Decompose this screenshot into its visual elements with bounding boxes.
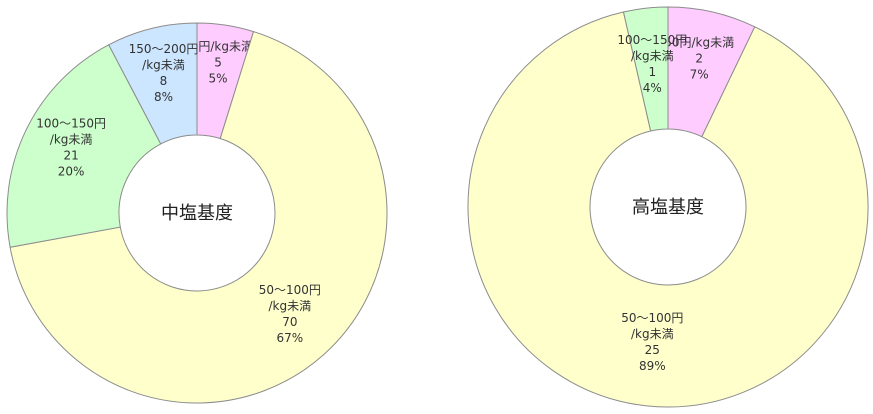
donut-slice xyxy=(108,22,198,145)
label-line: 50～100円 xyxy=(259,283,321,297)
donut-slice xyxy=(9,30,388,404)
data-label-category: 50円/kg未満 xyxy=(664,36,734,50)
data-label-value: 1 xyxy=(649,65,657,79)
data-label-category: 50円/kg未満 xyxy=(183,40,253,54)
data-label-category: 150～200円/kg未満 xyxy=(129,42,199,72)
data-label-percent: 89% xyxy=(639,359,666,373)
label-line: /kg未満 xyxy=(631,49,674,63)
label-line: /kg未満 xyxy=(50,133,93,147)
label-line: 150～200円 xyxy=(129,42,199,56)
data-label-category: 100～150円/kg未満 xyxy=(36,117,106,147)
data-label-value: 21 xyxy=(63,149,78,163)
chart-title: 高塩基度 xyxy=(632,197,704,218)
data-label-percent: 5% xyxy=(209,72,228,86)
label-line: 50～100円 xyxy=(621,311,683,325)
data-label-value: 8 xyxy=(160,74,168,88)
data-label-category: 50～100円/kg未満 xyxy=(621,311,683,341)
data-label-category: 50～100円/kg未満 xyxy=(259,283,321,313)
label-line: 100～150円 xyxy=(36,117,106,131)
donut-slice xyxy=(467,11,869,408)
data-label-percent: 8% xyxy=(154,90,173,104)
data-label-value: 70 xyxy=(282,315,297,329)
label-line: /kg未満 xyxy=(142,58,185,72)
label-line: /kg未満 xyxy=(631,327,674,341)
data-label-percent: 67% xyxy=(277,331,304,345)
label-line: 100～150円 xyxy=(617,33,687,47)
donut-slice xyxy=(6,44,162,248)
data-label-percent: 20% xyxy=(58,165,85,179)
chart-title: 中塩基度 xyxy=(161,203,233,224)
label-line: /kg未満 xyxy=(269,299,312,313)
data-label-value: 2 xyxy=(695,52,703,66)
data-label-value: 5 xyxy=(214,56,222,70)
data-label-percent: 4% xyxy=(643,81,662,95)
data-label-value: 25 xyxy=(645,343,660,357)
data-label-category: 100～150円/kg未満 xyxy=(617,33,687,63)
data-label-percent: 7% xyxy=(690,68,709,82)
donut-slice xyxy=(622,6,669,132)
